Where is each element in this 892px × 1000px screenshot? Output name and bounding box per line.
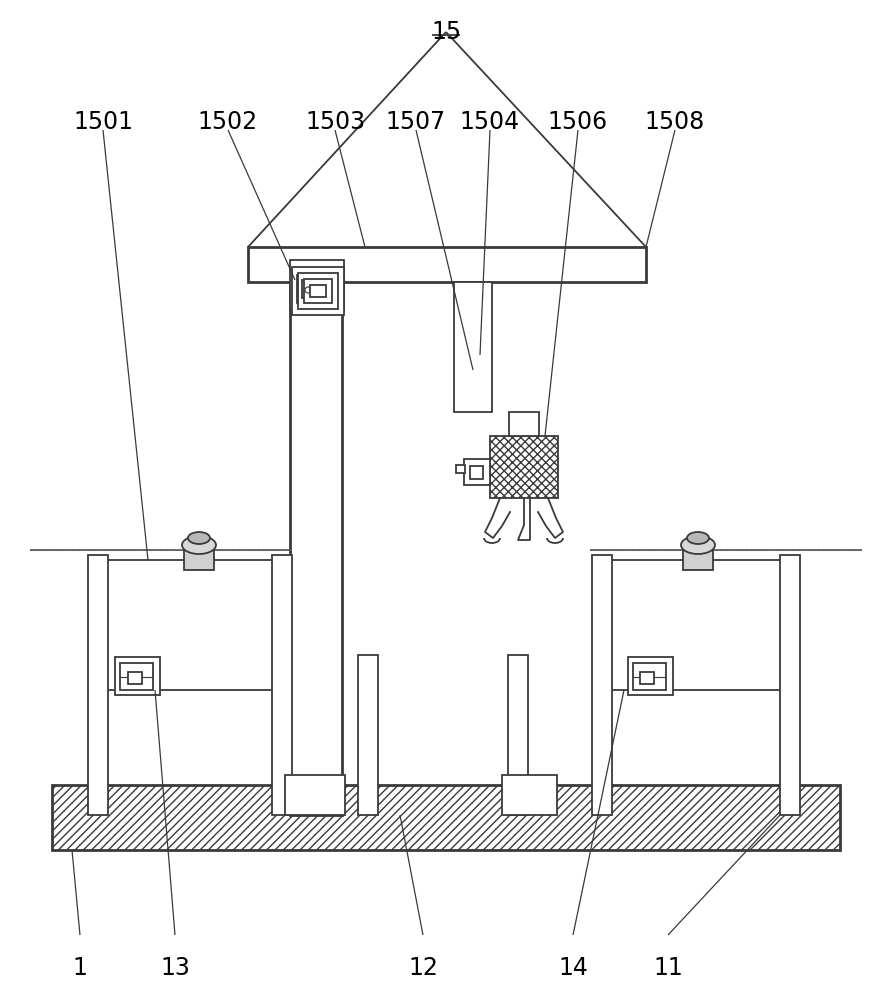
Bar <box>304 279 332 303</box>
Text: 1508: 1508 <box>645 110 705 134</box>
Bar <box>105 560 280 690</box>
Bar <box>248 247 646 282</box>
Bar <box>184 550 214 570</box>
Bar <box>290 282 342 815</box>
Bar <box>128 672 142 684</box>
Ellipse shape <box>687 532 709 544</box>
Bar <box>454 282 492 412</box>
Text: 1507: 1507 <box>386 110 446 134</box>
Text: 1502: 1502 <box>198 110 258 134</box>
Text: 11: 11 <box>653 956 683 980</box>
Bar <box>780 555 800 815</box>
Bar <box>608 560 783 690</box>
Bar <box>297 275 327 303</box>
Bar <box>470 466 483 479</box>
Bar <box>88 555 108 815</box>
Bar <box>592 555 612 815</box>
Text: 1501: 1501 <box>73 110 133 134</box>
Text: 14: 14 <box>558 956 588 980</box>
Text: 1506: 1506 <box>548 110 608 134</box>
Bar <box>628 657 673 695</box>
Bar <box>490 436 558 498</box>
Bar <box>502 775 557 815</box>
Bar <box>633 663 666 690</box>
Bar <box>290 260 344 310</box>
Bar <box>509 412 539 436</box>
Bar <box>456 465 465 473</box>
Ellipse shape <box>305 287 311 293</box>
Text: 1: 1 <box>72 956 87 980</box>
Ellipse shape <box>681 536 715 554</box>
Text: 1503: 1503 <box>305 110 365 134</box>
Ellipse shape <box>188 532 210 544</box>
Ellipse shape <box>182 536 216 554</box>
Text: 1504: 1504 <box>460 110 520 134</box>
Bar <box>272 555 292 815</box>
Text: 13: 13 <box>160 956 190 980</box>
Bar <box>302 280 320 298</box>
Bar <box>285 775 345 815</box>
Bar <box>115 657 160 695</box>
Text: 15: 15 <box>431 20 461 44</box>
Bar <box>52 785 840 850</box>
Bar <box>683 550 713 570</box>
Bar <box>292 267 344 315</box>
Bar <box>120 663 153 690</box>
Bar <box>508 655 528 815</box>
Bar <box>640 672 654 684</box>
Bar <box>310 285 326 297</box>
Bar <box>298 273 338 309</box>
Text: 12: 12 <box>408 956 438 980</box>
Bar <box>464 459 490 485</box>
Bar <box>358 655 378 815</box>
